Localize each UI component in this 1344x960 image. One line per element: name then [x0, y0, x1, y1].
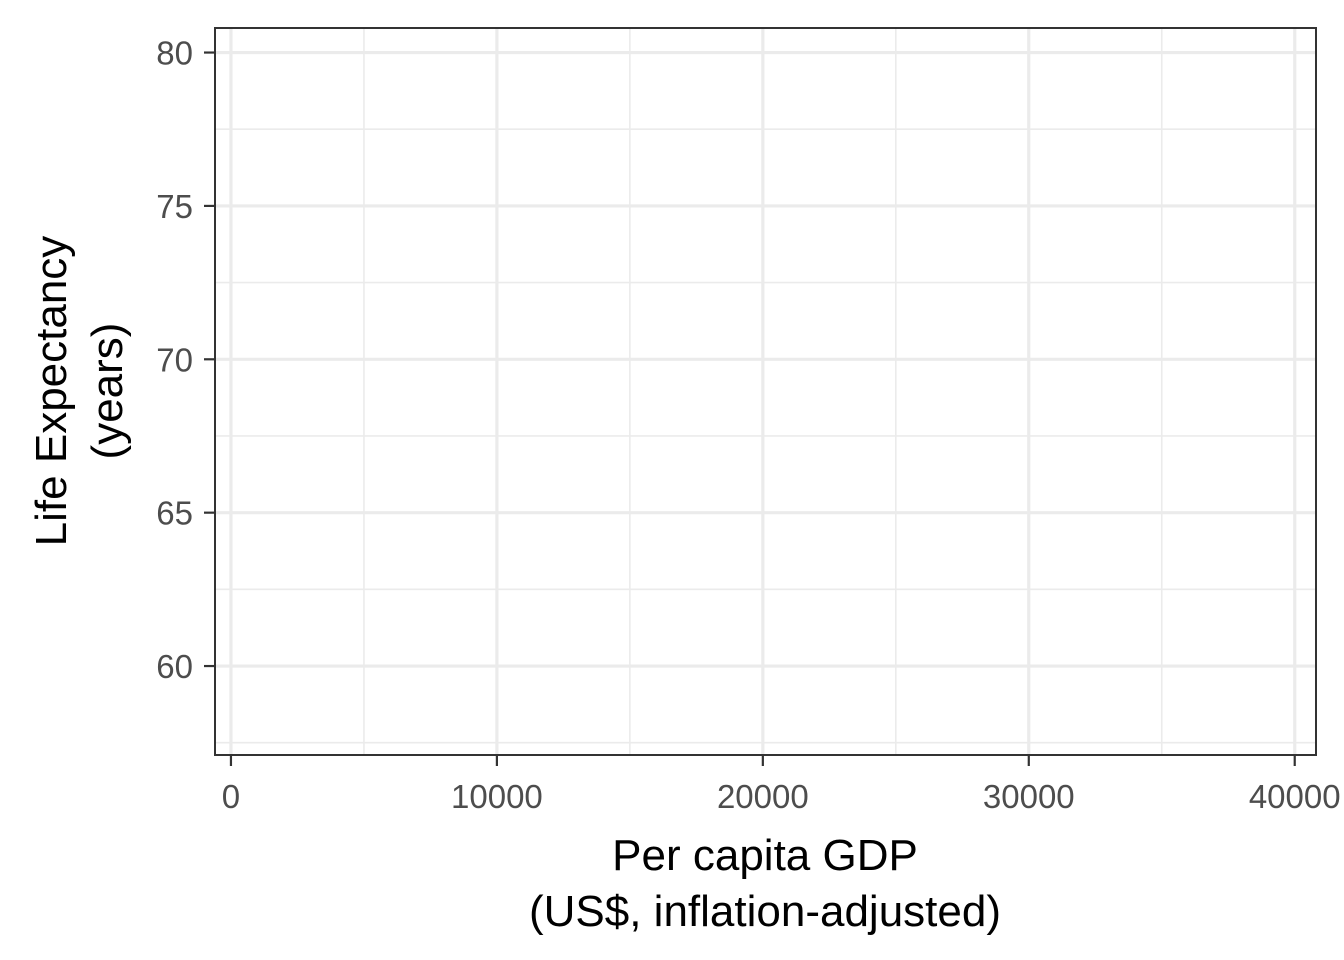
y-tick-label: 70	[156, 341, 193, 378]
y-tick-label: 65	[156, 495, 193, 532]
x-axis: 0 10000 20000 30000 40000	[222, 755, 1341, 815]
x-tick-label: 0	[222, 778, 240, 815]
y-axis-title: Life Expectancy	[27, 236, 76, 547]
x-tick-label: 30000	[983, 778, 1075, 815]
minor-gridlines	[215, 28, 1316, 755]
major-gridlines	[215, 28, 1316, 755]
y-axis: 60 65 70 75 80	[156, 35, 215, 685]
y-tick-label: 60	[156, 648, 193, 685]
x-tick-label: 20000	[717, 778, 809, 815]
x-axis-title: Per capita GDP	[612, 831, 918, 880]
x-axis-title-line2: (US$, inflation-adjusted)	[529, 887, 1001, 936]
x-tick-label: 10000	[451, 778, 543, 815]
y-tick-label: 75	[156, 188, 193, 225]
x-tick-label: 40000	[1249, 778, 1341, 815]
y-axis-title-line2: (years)	[83, 323, 132, 460]
y-tick-label: 80	[156, 35, 193, 72]
panel-border	[214, 27, 1317, 756]
